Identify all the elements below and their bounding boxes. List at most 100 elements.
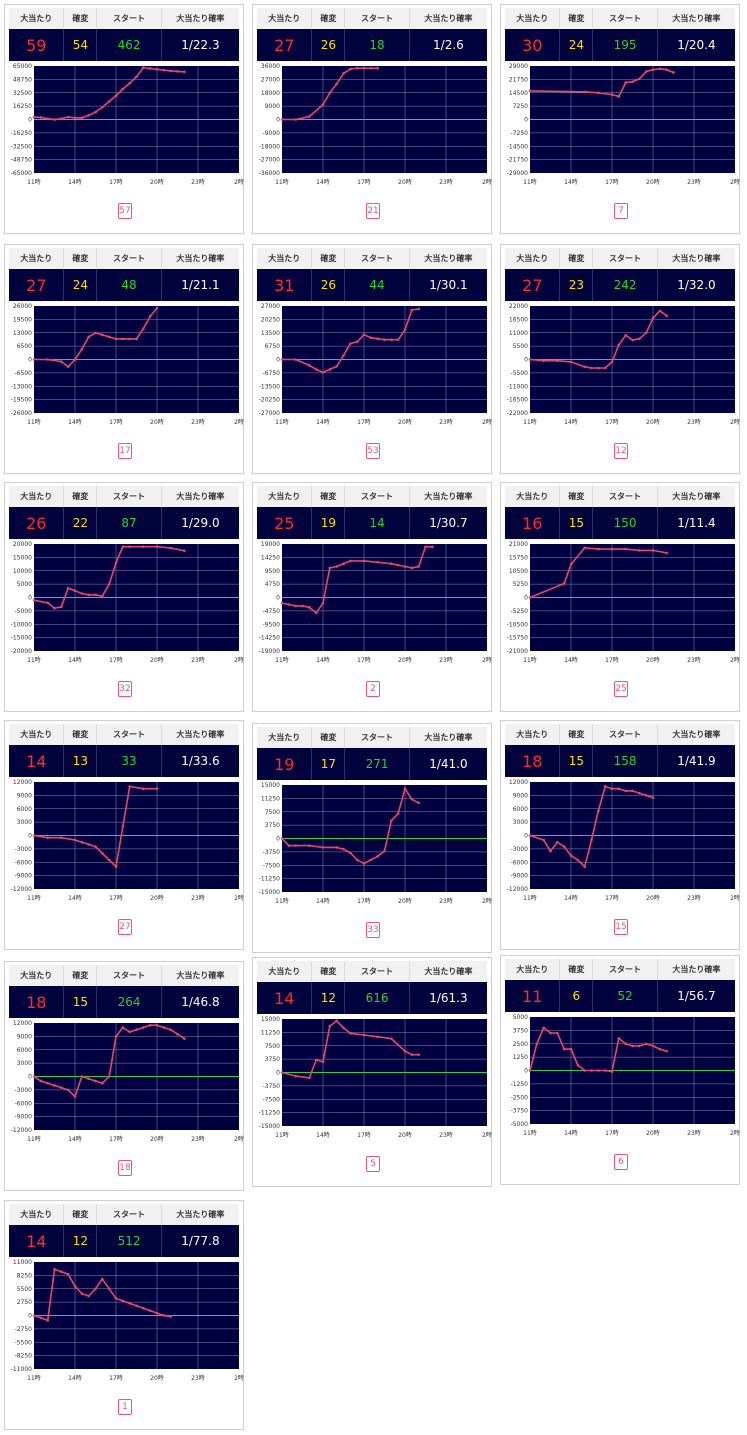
data-point (528, 596, 532, 599)
page-link[interactable]: 17 (118, 443, 132, 459)
y-tick-label: -11000 (507, 383, 528, 390)
value-prob: 1/56.7 (677, 989, 716, 1003)
data-point (417, 1053, 420, 1056)
page-link[interactable]: 2 (366, 681, 380, 697)
header-hits: 大当たり (505, 8, 561, 29)
header-kakuhen: 確変 (560, 8, 594, 29)
data-point (417, 565, 420, 568)
y-tick-label: -3750 (511, 1108, 529, 1115)
data-point (610, 1070, 614, 1073)
x-tick-label: 17時 (605, 1129, 619, 1137)
x-tick-label: 20時 (646, 656, 660, 664)
data-point (60, 836, 63, 840)
x-tick-label: 17時 (109, 1135, 123, 1143)
y-tick-label: 0 (276, 836, 280, 843)
header-hits: 大当たり (257, 8, 313, 29)
page-link[interactable]: 57 (118, 203, 132, 219)
header-hits: 大当たり (9, 8, 65, 29)
data-point (562, 582, 566, 585)
value-kakuhen: 24 (64, 269, 98, 301)
data-point (651, 549, 655, 552)
y-tick-label: 0 (524, 117, 528, 124)
header-prob: 大当たり確率 (176, 971, 225, 980)
y-tick-label: 0 (276, 357, 280, 364)
data-point (597, 547, 600, 551)
x-tick-label: 20時 (150, 1135, 164, 1143)
data-point (362, 333, 366, 337)
y-tick-label: 0 (524, 833, 528, 840)
data-point (549, 849, 552, 853)
y-tick-label: 0 (276, 1070, 280, 1077)
x-tick-label: 14時 (564, 178, 578, 186)
data-point (342, 72, 345, 75)
data-point (114, 1297, 118, 1300)
x-tick-label: 17時 (357, 418, 371, 426)
y-tick-label: 11000 (13, 1259, 32, 1266)
page-link[interactable]: 7 (614, 203, 628, 219)
y-tick-label: 6000 (17, 806, 32, 813)
y-tick-label: 13500 (261, 330, 280, 337)
data-point (651, 316, 655, 320)
data-point (87, 593, 90, 597)
data-point (73, 116, 77, 120)
data-point (651, 1044, 655, 1048)
header-start: スタート (345, 727, 410, 748)
header-kakuhen: 確変 (64, 1204, 98, 1225)
y-tick-label: 32500 (13, 90, 32, 97)
value-hits: 26 (9, 507, 65, 539)
x-tick-label: 2時 (730, 178, 740, 186)
y-tick-label: -9500 (263, 621, 281, 628)
page-link[interactable]: 15 (614, 919, 628, 935)
data-point (60, 605, 63, 609)
value-hits: 27 (505, 269, 561, 301)
data-point (80, 592, 84, 595)
stats-values: 11 6 52 1/56.7 (505, 980, 735, 1012)
page-link[interactable]: 1 (118, 1399, 132, 1415)
page-link[interactable]: 25 (614, 681, 628, 697)
data-point (638, 1044, 641, 1048)
x-tick-label: 17時 (109, 418, 123, 426)
header-hits: 大当たり (505, 724, 561, 745)
data-point (60, 1270, 63, 1274)
data-point (155, 306, 159, 310)
page-link[interactable]: 21 (366, 203, 380, 219)
data-point (562, 1047, 566, 1051)
page-link[interactable]: 33 (366, 922, 380, 938)
page-link[interactable]: 6 (614, 1154, 628, 1170)
data-point (32, 598, 36, 602)
y-tick-label: 7250 (513, 103, 528, 110)
y-tick-label: 27000 (261, 76, 280, 83)
header-hits: 大当たり (257, 248, 313, 269)
y-tick-label: -9000 (15, 1114, 33, 1121)
data-card: 大当たり 確変 スタート 大当たり確率 31 26 44 1/30.1 27000 20250 13… (252, 244, 492, 474)
data-point (638, 77, 641, 81)
page-link[interactable]: 53 (366, 443, 380, 459)
x-tick-label: 2時 (482, 897, 492, 905)
data-point (128, 1030, 131, 1034)
value-start: 48 (97, 269, 162, 301)
y-tick-label: -3750 (263, 1083, 281, 1090)
data-point (569, 563, 573, 566)
x-tick-label: 20時 (150, 1374, 164, 1382)
value-prob: 1/32.0 (677, 278, 716, 292)
data-point (94, 1079, 97, 1083)
data-point (46, 836, 49, 840)
y-tick-label: 0 (28, 1074, 32, 1081)
value-start: 14 (345, 507, 410, 539)
page-link[interactable]: 18 (118, 1160, 132, 1176)
page-link[interactable]: 32 (118, 681, 132, 697)
data-point (32, 1075, 36, 1078)
page-link[interactable]: 12 (614, 443, 628, 459)
y-tick-label: -15000 (11, 635, 32, 642)
data-point (528, 89, 532, 93)
data-point (665, 314, 668, 318)
data-point (128, 545, 131, 548)
data-point (321, 846, 325, 849)
value-hits: 14 (257, 982, 313, 1014)
y-tick-label: -6000 (15, 859, 33, 866)
y-tick-label: -21000 (507, 648, 528, 655)
x-tick-label: 17時 (357, 178, 371, 186)
page-link[interactable]: 5 (366, 1156, 380, 1172)
data-point (46, 117, 49, 120)
page-link[interactable]: 27 (118, 919, 132, 935)
